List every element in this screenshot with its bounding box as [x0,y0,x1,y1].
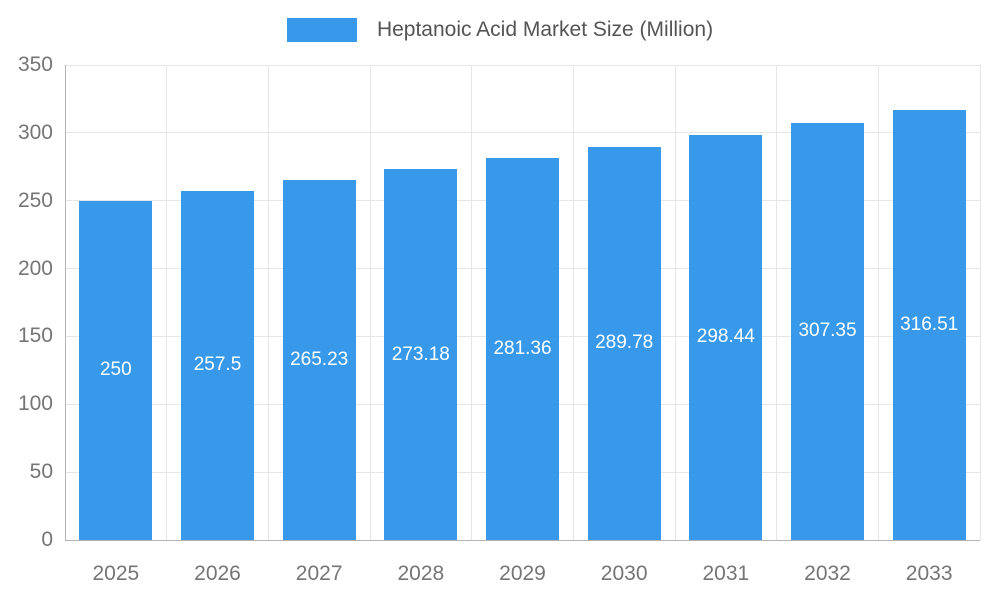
y-tick-label: 50 [29,460,53,484]
bar-value-label: 316.51 [900,314,959,336]
bar[interactable] [79,200,153,540]
bar[interactable] [689,134,763,540]
legend-label: Heptanoic Acid Market Size (Million) [376,18,714,41]
bar[interactable] [181,190,254,540]
bar-value-label: 289.78 [595,332,654,354]
y-tick-label: 0 [41,528,53,551]
x-grid-line [166,65,168,540]
y-axis-line [65,65,66,541]
x-tick-label: 2026 [194,562,241,585]
x-tick-label: 2032 [804,562,851,585]
y-tick-label: 300 [17,120,53,144]
legend[interactable]: Heptanoic Acid Market Size (Million) [0,18,1000,42]
x-grid-line [674,65,676,540]
x-grid-line [572,65,574,540]
bar[interactable] [486,158,559,540]
x-tick-label: 2029 [499,562,546,585]
bar[interactable] [282,180,356,540]
bar[interactable] [587,146,661,540]
x-tick-label: 2033 [905,562,953,585]
x-grid-line [369,65,371,540]
bar[interactable] [384,169,458,540]
y-tick-label: 100 [17,392,53,416]
x-grid-line [776,65,778,540]
bar[interactable] [892,110,966,540]
bar-value-label: 281.36 [493,338,552,360]
y-tick-label: 250 [17,188,53,212]
y-tick-label: 350 [17,53,53,76]
bar-value-label: 273.18 [391,343,450,365]
y-tick-label: 200 [17,256,53,280]
x-grid-line [471,65,473,540]
bar-value-label: 250 [99,359,132,381]
y-tick-label: 150 [17,324,53,348]
x-tick-label: 2027 [295,562,343,585]
x-grid-line [267,65,269,540]
bar-value-label: 307.35 [798,320,857,342]
y-grid-line [65,132,980,134]
legend-swatch-icon[interactable] [286,18,357,42]
x-tick-label: 2031 [702,562,750,585]
y-grid-line [65,64,980,66]
bar-value-label: 298.44 [696,326,755,348]
x-grid-line [979,65,981,540]
x-tick-label: 2028 [397,562,445,585]
bar-value-label: 257.5 [193,354,242,376]
x-grid-line [877,65,879,540]
x-tick-label: 2030 [600,562,648,585]
bar-value-label: 265.23 [290,349,349,371]
x-tick-label: 2025 [92,562,140,585]
x-axis-line [65,540,980,541]
bar[interactable] [791,122,864,540]
